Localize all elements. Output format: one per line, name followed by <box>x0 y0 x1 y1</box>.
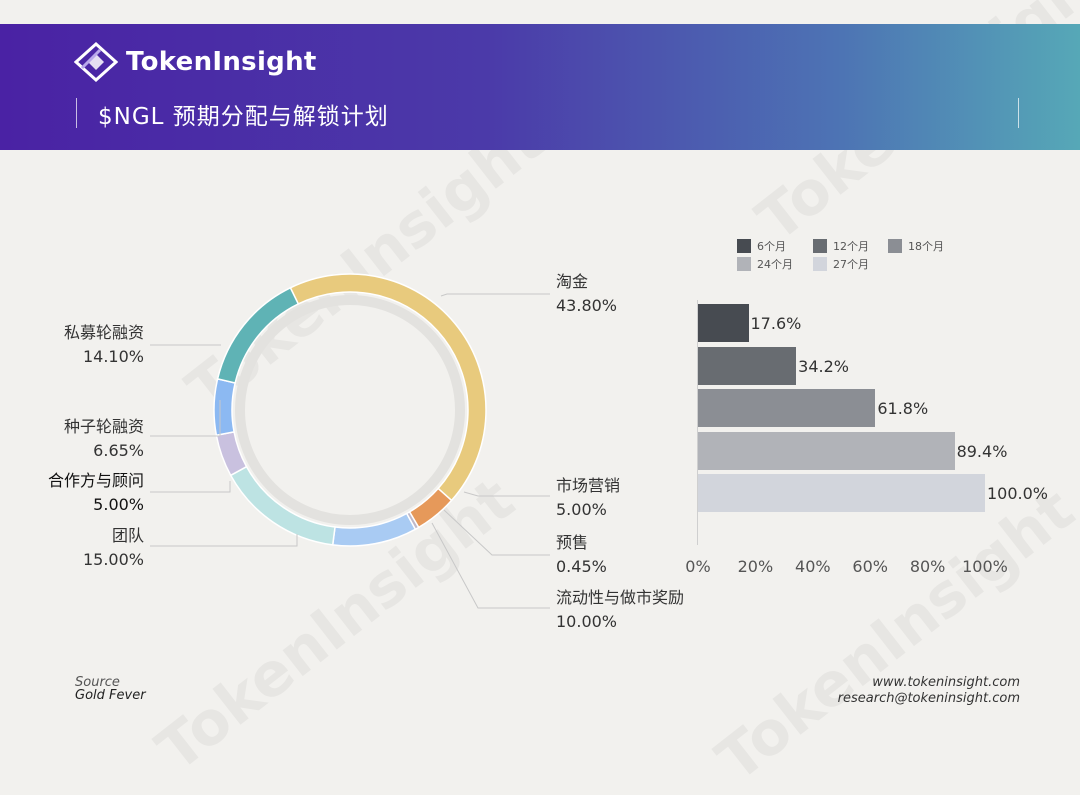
legend-swatch <box>737 239 751 253</box>
legend-18m: 18个月 <box>888 238 944 254</box>
email-link[interactable]: research@tokeninsight.com <box>837 691 1020 706</box>
bar-0 <box>698 304 749 342</box>
legend-6m: 6个月 <box>737 238 786 254</box>
bar-2 <box>698 389 876 427</box>
slice-label-private: 私募轮融资 14.10% <box>63 323 144 366</box>
x-tick-label: 40% <box>795 557 831 576</box>
unlock-bar-chart: 17.6% 34.2% 61.8% 89.4% 100.0% 0% 20% 40% 60% 80%… <box>685 300 1049 576</box>
brand-logo: TokenInsight <box>74 42 317 82</box>
x-tick-label: 0% <box>685 557 711 576</box>
legend-27m: 27个月 <box>813 256 869 272</box>
contact-info: www.tokeninsight.com research@tokeninsig… <box>838 675 1020 707</box>
donut-slice-7 <box>216 286 300 384</box>
legend-24m: 24个月 <box>737 256 793 272</box>
x-tick-label: 20% <box>737 557 774 576</box>
x-tick-label: 100% <box>962 557 1008 576</box>
header-banner: TokenInsight $NGL 预期分配与解锁计划 <box>0 24 1080 150</box>
slice-label-partners: 合作方与顾问 5.00% <box>47 471 144 514</box>
source-note: Source Gold Fever <box>75 675 146 703</box>
donut-inner-ring <box>235 295 465 525</box>
brand-name: TokenInsight <box>126 47 317 77</box>
slice-label-seed: 种子轮融资 6.65% <box>63 417 144 460</box>
leader-lines <box>150 293 550 609</box>
bar-value-label: 34.2% <box>798 356 849 376</box>
legend-swatch <box>888 239 902 253</box>
website-link[interactable]: www.tokeninsight.com <box>872 675 1020 690</box>
bar-axis-line <box>697 300 698 545</box>
x-tick-label: 80% <box>909 557 946 576</box>
slice-label-liquidity: 流动性与做市奖励 10.00% <box>556 588 685 631</box>
slice-label-presale: 预售 0.45% <box>556 533 607 576</box>
legend-12m: 12个月 <box>813 238 869 254</box>
slice-label-taojin: 淘金 43.80% <box>556 272 618 315</box>
bar-4 <box>698 474 985 512</box>
slice-label-marketing: 市场营销 5.00% <box>556 476 621 519</box>
slice-label-team: 团队 15.00% <box>82 526 144 569</box>
tokeninsight-logo-icon <box>74 42 118 82</box>
title-divider-right <box>1018 98 1019 128</box>
bar-1 <box>698 346 797 385</box>
bar-value-label: 61.8% <box>877 399 929 418</box>
bar-value-label: 17.6% <box>750 314 802 333</box>
legend-swatch <box>813 239 827 253</box>
legend-swatch <box>813 257 827 271</box>
bar-3 <box>698 431 955 470</box>
x-tick-label: 60% <box>852 557 888 576</box>
bar-value-label: 89.4% <box>956 441 1008 461</box>
page-title: $NGL 预期分配与解锁计划 <box>98 104 389 130</box>
legend-swatch <box>737 257 751 271</box>
title-divider-left <box>76 98 77 128</box>
allocation-donut-chart <box>150 273 550 609</box>
bar-value-label: 100.0% <box>987 484 1049 503</box>
